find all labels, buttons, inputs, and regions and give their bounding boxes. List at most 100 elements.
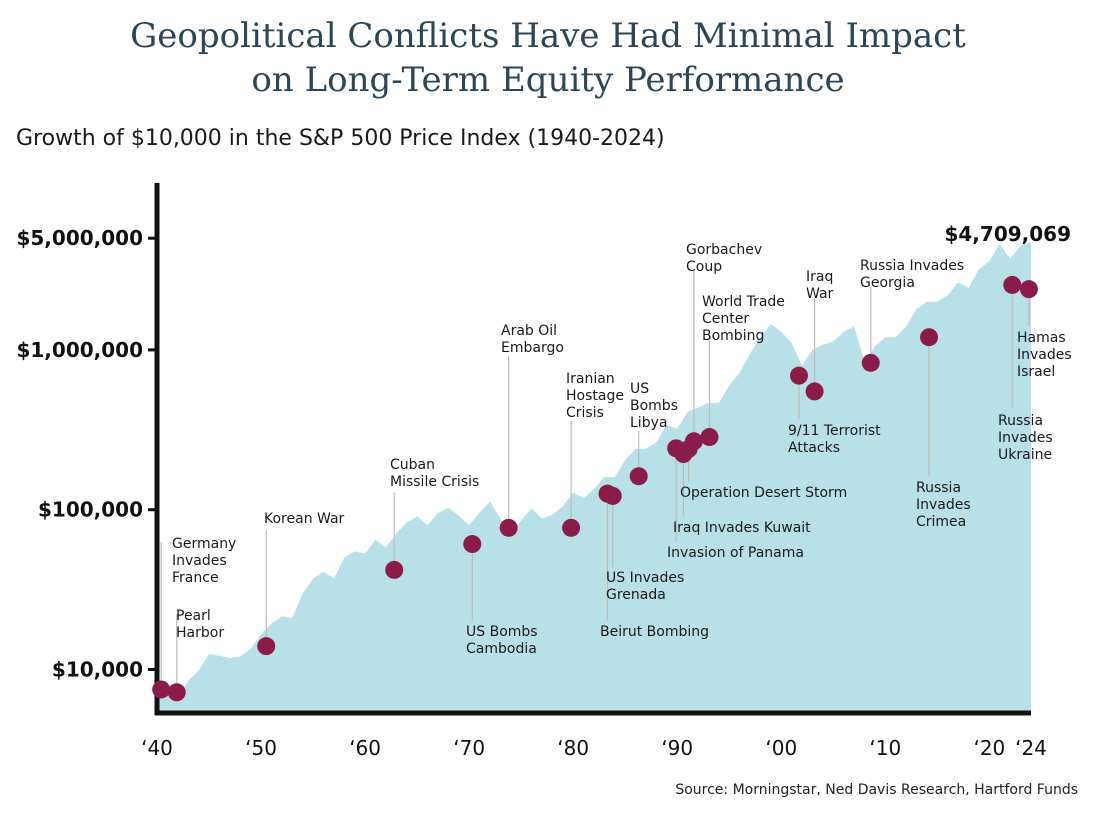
event-label-line: Cambodia bbox=[466, 641, 537, 657]
event-label-line: Coup bbox=[686, 259, 722, 275]
chart-title-line-2: on Long-Term Equity Performance bbox=[251, 60, 845, 100]
event-label: Russia Invades Crimea bbox=[916, 480, 971, 530]
event-label-line: Georgia bbox=[860, 275, 915, 291]
event-label-line: Center bbox=[702, 311, 749, 327]
event-marker bbox=[629, 467, 648, 486]
event-label-line: Ukraine bbox=[998, 447, 1052, 463]
event-label: US Invades Grenada bbox=[606, 570, 684, 603]
event-label-line: Invades bbox=[916, 497, 971, 513]
event-label: US Bombs Libya bbox=[630, 381, 678, 431]
chart-subtitle: Growth of $10,000 in the S&P 500 Price I… bbox=[16, 126, 665, 151]
event-label-line: Korean War bbox=[264, 511, 345, 527]
event-label: 9/11 Terrorist Attacks bbox=[788, 423, 881, 456]
event-label: Arab Oil Embargo bbox=[501, 323, 564, 356]
y-tick-label: $5,000,000 bbox=[16, 226, 143, 250]
y-tick-label: $1,000,000 bbox=[16, 338, 143, 362]
event-label-line: Missile Crisis bbox=[390, 474, 479, 490]
y-tick-label: $100,000 bbox=[38, 498, 143, 522]
event-marker bbox=[1003, 275, 1022, 294]
leader-line-layer bbox=[160, 271, 1030, 693]
x-tick-label: ‘80 bbox=[557, 736, 589, 760]
event-label: Iraq Invades Kuwait bbox=[673, 520, 811, 536]
event-label-line: France bbox=[172, 570, 219, 586]
event-marker bbox=[167, 683, 186, 702]
x-tick-label: ‘40 bbox=[141, 736, 173, 760]
final-value-label: $4,709,069 bbox=[944, 222, 1071, 246]
event-label-line: Beirut Bombing bbox=[600, 624, 709, 640]
event-label-line: Operation Desert Storm bbox=[680, 485, 847, 501]
event-label-line: Invades bbox=[998, 430, 1053, 446]
event-label-line: Invades bbox=[172, 553, 227, 569]
event-label: Gorbachev Coup bbox=[686, 242, 762, 275]
event-label: Beirut Bombing bbox=[600, 624, 709, 640]
event-label: Korean War bbox=[264, 511, 345, 527]
x-tick-label: ‘50 bbox=[245, 736, 277, 760]
event-label-line: 9/11 Terrorist bbox=[788, 423, 881, 439]
event-label-line: Crisis bbox=[566, 405, 604, 421]
event-label-line: Iranian bbox=[566, 371, 615, 387]
event-label: Iranian Hostage Crisis bbox=[566, 371, 624, 421]
event-label-line: Cuban bbox=[390, 457, 435, 473]
event-label: Russia Invades Ukraine bbox=[998, 413, 1053, 463]
event-marker bbox=[257, 637, 276, 656]
event-marker bbox=[700, 428, 719, 447]
event-marker bbox=[861, 353, 880, 372]
chart-title: Geopolitical Conflicts Have Had Minimal … bbox=[0, 14, 1096, 102]
event-label-line: US Invades bbox=[606, 570, 684, 586]
event-label-line: Russia Invades bbox=[860, 258, 964, 274]
event-label-line: Bombs bbox=[630, 398, 678, 414]
event-label-line: Harbor bbox=[176, 625, 224, 641]
event-marker bbox=[789, 366, 808, 385]
event-label-line: Pearl bbox=[176, 608, 211, 624]
event-label-line: Hamas bbox=[1017, 330, 1066, 346]
event-marker bbox=[463, 535, 482, 554]
event-label-line: World Trade bbox=[702, 294, 785, 310]
x-tick-label: ‘00 bbox=[765, 736, 797, 760]
event-label: Iraq War bbox=[806, 269, 834, 302]
x-tick-label: ‘60 bbox=[349, 736, 381, 760]
event-label-line: Invasion of Panama bbox=[667, 545, 804, 561]
x-tick-label: ‘20 bbox=[973, 736, 1005, 760]
y-tick-label: $10,000 bbox=[52, 658, 143, 682]
series-area bbox=[157, 242, 1031, 713]
event-label-line: Hostage bbox=[566, 388, 624, 404]
event-label: Russia Invades Georgia bbox=[860, 258, 964, 291]
event-label-line: Germany bbox=[172, 536, 236, 552]
event-marker bbox=[1019, 280, 1038, 299]
event-label-line: Iraq bbox=[806, 269, 833, 285]
event-label-line: War bbox=[806, 286, 834, 302]
event-marker bbox=[920, 328, 939, 347]
event-marker bbox=[152, 680, 171, 699]
event-label-line: Russia bbox=[998, 413, 1043, 429]
event-marker bbox=[603, 486, 622, 505]
event-label-line: Arab Oil bbox=[501, 323, 557, 339]
area-layer bbox=[157, 242, 1031, 713]
event-label: Cuban Missile Crisis bbox=[390, 457, 479, 490]
x-tick-label: ‘10 bbox=[869, 736, 901, 760]
event-label: Pearl Harbor bbox=[176, 608, 224, 641]
chart-title-line-1: Geopolitical Conflicts Have Had Minimal … bbox=[130, 16, 966, 56]
event-label: World Trade Center Bombing bbox=[702, 294, 785, 344]
event-label-line: Embargo bbox=[501, 340, 564, 356]
event-label-line: Gorbachev bbox=[686, 242, 762, 258]
event-marker bbox=[385, 560, 404, 579]
event-label-line: Grenada bbox=[606, 587, 666, 603]
event-label-line: US bbox=[630, 381, 649, 397]
event-label-line: Iraq Invades Kuwait bbox=[673, 520, 811, 536]
event-marker bbox=[562, 518, 581, 537]
event-label-line: Crimea bbox=[916, 514, 966, 530]
event-label-line: Invades bbox=[1017, 347, 1072, 363]
event-marker bbox=[805, 382, 824, 401]
event-label-line: Attacks bbox=[788, 440, 840, 456]
event-marker bbox=[684, 432, 703, 451]
event-marker bbox=[499, 518, 518, 537]
event-label: Invasion of Panama bbox=[667, 545, 804, 561]
source-note: Source: Morningstar, Ned Davis Research,… bbox=[675, 782, 1078, 798]
event-label-line: Israel bbox=[1017, 364, 1055, 380]
event-label-line: Russia bbox=[916, 480, 961, 496]
event-marker-layer bbox=[152, 275, 1038, 702]
event-label: US Bombs Cambodia bbox=[466, 624, 538, 657]
axis-layer: $10,000 $100,000 $1,000,000 $5,000,000 ‘40 ‘5… bbox=[16, 183, 1071, 760]
x-tick-label: ‘70 bbox=[453, 736, 485, 760]
